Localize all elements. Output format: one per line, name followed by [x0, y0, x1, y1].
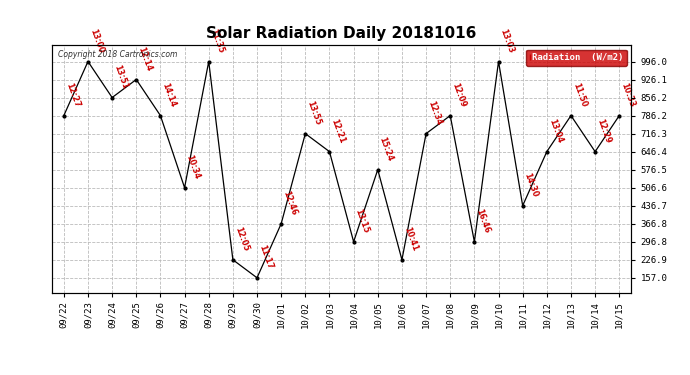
Text: Copyright 2018 Cartronics.com: Copyright 2018 Cartronics.com: [57, 50, 177, 59]
Text: 13:55: 13:55: [305, 100, 322, 127]
Text: 10:34: 10:34: [184, 154, 201, 181]
Text: 13:04: 13:04: [547, 118, 564, 145]
Text: 12:09: 12:09: [450, 82, 467, 109]
Text: 14:30: 14:30: [523, 172, 540, 199]
Text: 12:14: 12:14: [136, 46, 153, 73]
Legend: Radiation  (W/m2): Radiation (W/m2): [526, 50, 627, 66]
Text: 12:05: 12:05: [233, 226, 250, 253]
Text: 13:03: 13:03: [498, 28, 515, 54]
Text: 11:35: 11:35: [208, 28, 226, 54]
Text: 16:46: 16:46: [474, 208, 491, 235]
Text: 12:29: 12:29: [595, 118, 612, 145]
Text: 12:34: 12:34: [426, 100, 443, 127]
Text: 11:17: 11:17: [257, 244, 274, 271]
Text: 13:51: 13:51: [112, 64, 129, 91]
Text: 12:21: 12:21: [330, 118, 346, 145]
Text: 12:27: 12:27: [63, 82, 81, 109]
Text: 15:24: 15:24: [378, 136, 395, 163]
Text: 12:46: 12:46: [282, 190, 298, 217]
Text: 13:15: 13:15: [353, 208, 371, 235]
Text: 10:33: 10:33: [620, 82, 636, 109]
Title: Solar Radiation Daily 20181016: Solar Radiation Daily 20181016: [206, 26, 477, 41]
Text: 10:41: 10:41: [402, 226, 419, 253]
Text: 13:00: 13:00: [88, 28, 105, 54]
Text: 14:14: 14:14: [160, 82, 177, 109]
Text: 11:50: 11:50: [571, 82, 588, 109]
